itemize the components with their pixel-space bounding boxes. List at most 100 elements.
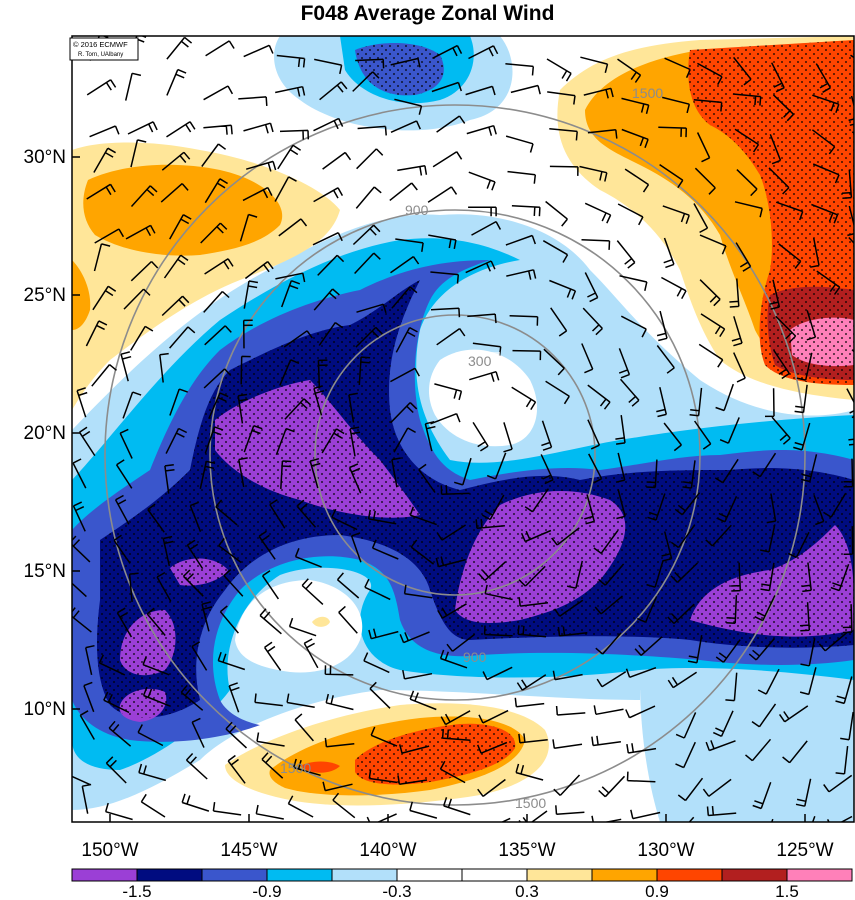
wind-barb <box>518 733 548 744</box>
wind-barb <box>354 252 381 275</box>
wind-barb <box>199 460 216 489</box>
y-axis <box>72 156 80 710</box>
wind-barb <box>113 534 131 564</box>
wind-barb <box>615 452 626 483</box>
credit-box-frame <box>69 37 139 61</box>
wind-barb <box>160 183 189 203</box>
wind-barb <box>146 607 166 636</box>
wind-barb <box>688 816 695 822</box>
colorbar-label: -0.9 <box>252 882 281 900</box>
wind-barb <box>775 201 804 221</box>
wind-barb <box>358 356 371 386</box>
wind-barb <box>430 413 461 425</box>
wind-barb <box>588 453 603 484</box>
wind-barb <box>280 460 292 489</box>
wind-barb <box>114 494 130 525</box>
wind-barb <box>752 452 777 478</box>
y-label: 10°N <box>24 699 66 720</box>
wind-barb <box>696 132 711 163</box>
wind-barb <box>694 167 716 195</box>
wind-barb <box>409 506 437 526</box>
wind-barb <box>239 213 258 242</box>
wind-barb <box>223 569 244 597</box>
wind-barb <box>518 597 549 607</box>
wind-barb <box>164 463 175 494</box>
wind-barb <box>390 57 421 68</box>
wind-barb <box>620 315 647 338</box>
wind-barb <box>180 684 204 711</box>
wind-barb <box>355 326 383 348</box>
contour-yellow-dot <box>312 616 330 627</box>
wind-barb <box>203 85 234 101</box>
wind-barb <box>391 286 418 309</box>
wind-barb <box>79 710 95 740</box>
wind-barb <box>119 428 133 459</box>
wind-barb <box>427 186 458 203</box>
wind-barb <box>775 315 797 344</box>
wind-barb <box>843 458 854 488</box>
wind-barb <box>732 93 762 106</box>
wind-barb <box>771 818 774 822</box>
wind-barb <box>218 538 242 564</box>
wind-barb <box>481 817 511 822</box>
wind-barb <box>356 303 387 314</box>
wind-barb <box>468 171 496 191</box>
wind-barb <box>201 143 227 167</box>
wind-barb <box>811 816 816 822</box>
wind-barb <box>812 163 840 184</box>
wind-barb <box>799 667 817 696</box>
wind-barb <box>72 775 91 786</box>
wind-barb <box>142 686 170 707</box>
wind-barb <box>296 499 317 528</box>
wind-barb <box>86 183 116 200</box>
wind-barb <box>204 325 232 346</box>
wind-barb <box>591 735 621 747</box>
wind-barb <box>580 56 609 73</box>
wind-barb <box>664 57 691 79</box>
wind-barb <box>324 737 355 748</box>
wind-barb <box>515 763 544 781</box>
wind-barb <box>441 729 471 741</box>
wind-barb <box>442 797 471 816</box>
wind-barb <box>598 563 625 586</box>
wind-barb <box>843 526 854 555</box>
wind-barb <box>204 258 234 275</box>
wind-barb <box>321 428 345 454</box>
wind-barb <box>769 279 781 310</box>
wind-barb <box>466 124 497 136</box>
wind-barb <box>283 330 313 348</box>
wind-barb <box>349 426 361 457</box>
wind-barb <box>841 169 853 200</box>
wind-barb <box>760 524 776 553</box>
ring-label-1500-s2: 1500 <box>515 795 546 811</box>
wind-barb <box>189 501 202 532</box>
wind-barb <box>397 775 428 786</box>
wind-barb <box>440 485 470 496</box>
wind-barb <box>85 320 108 347</box>
wind-barb <box>663 422 682 452</box>
wind-barb <box>484 584 513 601</box>
wind-barb <box>469 370 500 382</box>
wind-barb <box>204 426 224 454</box>
wind-barb <box>332 792 356 819</box>
wind-barb <box>706 806 737 817</box>
wind-barb <box>482 666 513 681</box>
wind-barb <box>512 349 542 361</box>
wind-barb <box>336 572 360 599</box>
wind-barb <box>545 200 568 227</box>
wind-barb <box>719 417 740 444</box>
wind-barb <box>130 139 147 168</box>
wind-barb <box>439 760 466 784</box>
wind-barb <box>835 746 849 775</box>
wind-barb <box>705 740 736 752</box>
wind-barb <box>161 151 191 171</box>
wind-barb <box>760 562 775 592</box>
wind-barb <box>124 72 142 101</box>
wind-barb <box>203 368 232 389</box>
wind-barb <box>555 705 586 716</box>
wind-barb <box>142 656 170 676</box>
wind-barb <box>237 393 248 424</box>
wind-barb <box>294 548 322 568</box>
wind-barb <box>667 603 695 625</box>
wind-barb <box>689 387 703 417</box>
